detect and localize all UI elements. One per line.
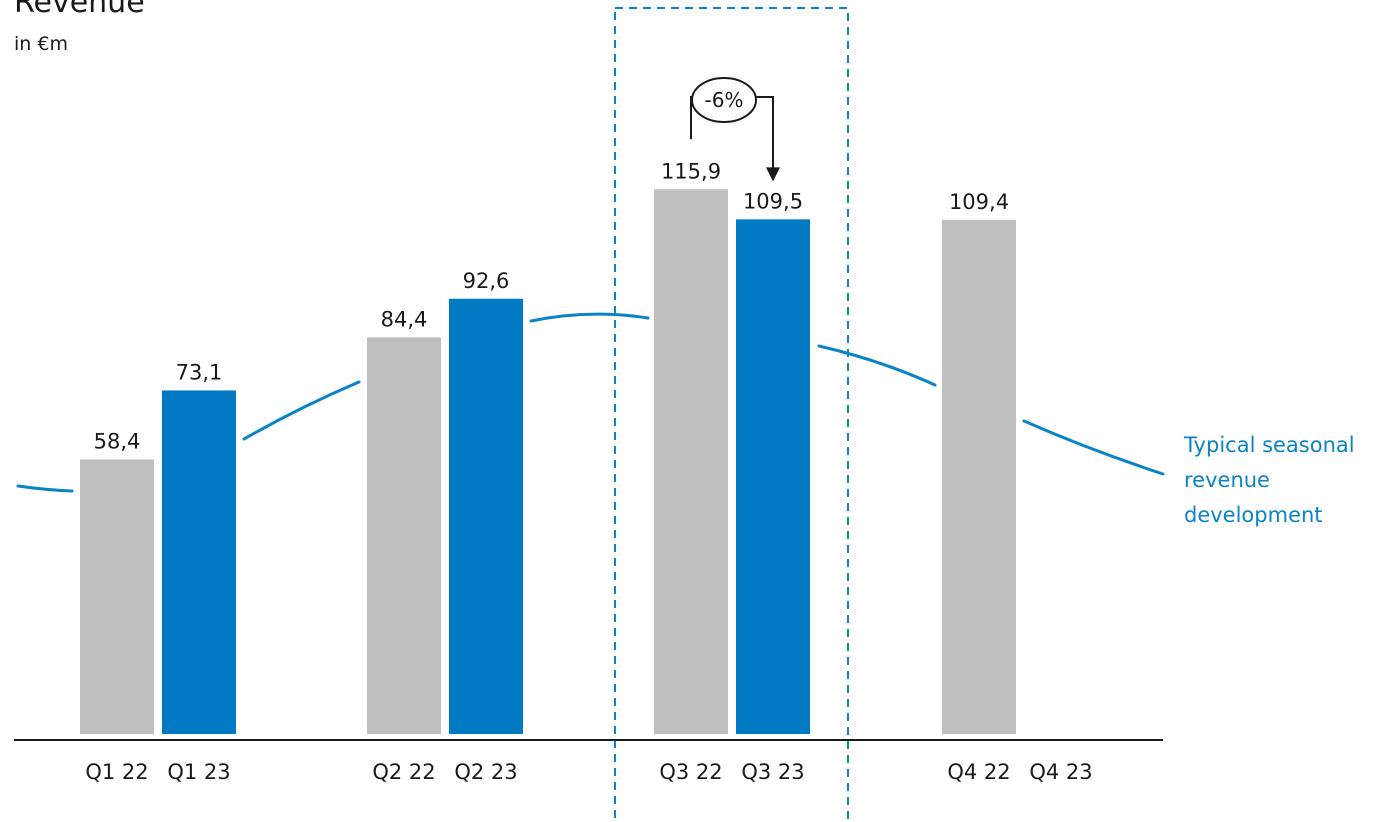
trend-label-line-1: Typical seasonal: [1183, 433, 1355, 457]
x-tick-q3-22: Q3 22: [659, 760, 722, 784]
trend-layer: [16, 312, 1165, 493]
value-label-q2-23: 92,6: [463, 269, 510, 293]
x-tick-q2-23: Q2 23: [454, 760, 517, 784]
highlight-box: [614, 7, 849, 822]
trend-label-line-2: revenue: [1184, 468, 1270, 492]
change-callout: -6%: [690, 77, 780, 182]
trend-line-segment-1: [16, 484, 74, 493]
x-tick-q1-23: Q1 23: [167, 760, 230, 784]
value-label-q1-22: 58,4: [94, 430, 141, 454]
x-tick-q1-22: Q1 22: [85, 760, 148, 784]
trend-line-segment-2: [242, 380, 361, 441]
bar-q3-23: [736, 219, 810, 735]
x-tick-q2-22: Q2 22: [372, 760, 435, 784]
value-label-q3-23: 109,5: [743, 189, 803, 213]
x-tick-q4-23: Q4 23: [1029, 760, 1092, 784]
bar-q2-22: [367, 337, 441, 734]
bars-layer: [80, 189, 1016, 735]
x-tick-q4-22: Q4 22: [947, 760, 1010, 784]
bar-q2-23: [449, 298, 523, 734]
highlight-layer: [614, 7, 849, 822]
value-label-q2-22: 84,4: [381, 307, 428, 331]
bar-q4-22: [942, 219, 1016, 734]
chart-subtitle: in €m: [14, 33, 68, 55]
x-tick-q3-23: Q3 23: [741, 760, 804, 784]
bar-q1-22: [80, 459, 154, 734]
callout-bracket-right: [754, 96, 774, 170]
chart-title-group: Revenue in €m: [14, 0, 145, 55]
bar-q3-22: [654, 189, 728, 734]
trend-label-line-3: development: [1184, 503, 1323, 527]
trend-label: Typical seasonal revenue development: [1183, 433, 1355, 527]
callout-oval: [691, 77, 757, 123]
callout-arrow-head: [766, 167, 780, 182]
callout-change-text: -6%: [705, 88, 744, 112]
x-tick-labels-layer: Q1 22 Q1 23 Q2 22 Q2 23 Q3 22 Q3 23 Q4 22 Q4 23: [85, 760, 1092, 784]
value-label-q1-23: 73,1: [176, 360, 223, 384]
bar-q1-23: [162, 390, 236, 734]
trend-line-segment-4: [817, 344, 937, 387]
value-labels-layer: 58,4 84,4 115,9 109,4 73,1 92,6 109,5: [94, 159, 1009, 453]
trend-line-segment-3: [529, 312, 650, 323]
value-label-q4-22: 109,4: [949, 190, 1009, 214]
trend-line-segment-5: [1022, 419, 1165, 476]
chart-title: Revenue: [14, 0, 145, 20]
value-label-q3-22: 115,9: [661, 159, 721, 183]
